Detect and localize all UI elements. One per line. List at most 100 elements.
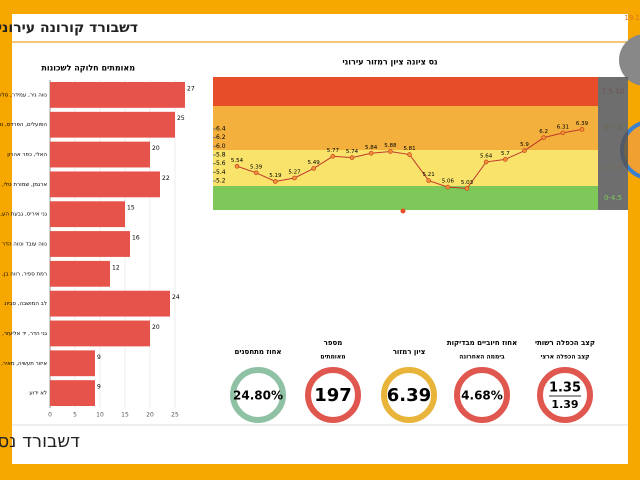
point [311,166,316,171]
kpi-value: 1.35 [549,381,581,396]
kpi-value: 4.68% [461,389,503,403]
data-label: 5.81 [403,146,415,152]
point [368,150,374,156]
data-label: 24 [172,294,180,301]
data-label: 12 [112,264,120,271]
kpi-label: אחוז מתחסנים [234,348,281,356]
data-label: 5.74 [346,149,359,155]
x-tick-label: 0 [48,412,52,419]
title: דשבורד קורונה עירוני [0,20,138,36]
y-tick-label: לב המושבה, סביונ [4,300,47,307]
data-label: 6.2 [539,129,548,135]
data-label: 5.88 [384,143,397,149]
data-label: 9 [97,384,101,391]
kpi-label: ציון רמזור [393,348,426,356]
bar [50,141,150,168]
kpi-value: 197 [314,385,352,406]
point [560,130,566,136]
kpi-label: אחוז חיוביים מבדיקות [447,339,517,347]
band [213,186,598,210]
bar [50,171,160,198]
kpi-ring [381,367,437,423]
kpi-value: 1.39 [551,398,578,411]
bar [50,260,110,287]
bar [50,320,150,347]
y-tick-label: האלי, כפר אהרון [7,151,47,158]
y-tick-label: 6.2 [216,134,226,141]
point [483,159,489,165]
chart-title: נס ציונה ציון רמזור עירוני [342,58,437,67]
data-label: 5.7 [501,151,510,157]
y-tick-label: 5.2 [216,178,226,185]
band-legend [598,77,628,210]
y-tick-label: 5.8 [216,152,226,159]
x-tick-label: 25 [171,412,179,419]
y-tick-label: ארגמן, שמורת טלי, ההדרים [0,181,47,188]
data-label: 16 [132,235,140,242]
x-tick-label: 20 [146,412,154,419]
point [426,178,431,183]
y-tick-label: נווה גיר, עמידר, סלע, שיכון אחרוני [0,91,47,98]
band [213,106,598,150]
point [388,149,393,154]
point [234,163,240,169]
data-label: 5.03 [461,180,474,186]
kpi-label: מספר [324,339,343,347]
footer-title: דשבורד נס [0,431,80,452]
data-label: 5.21 [423,172,435,178]
data-label: 6.39 [576,121,589,127]
point [464,186,470,191]
kpi-ring [305,367,361,423]
bar [50,231,130,257]
x-tick-label: 10 [96,412,104,419]
bar [50,201,125,228]
bar [50,350,95,377]
y-tick-label: 5.6 [216,160,226,167]
data-label: 9 [97,354,101,361]
bar [50,111,175,138]
data-label: 5.06 [442,179,455,185]
kpi-ring [537,367,593,423]
bar [50,380,95,406]
point [522,148,527,153]
y-tick-label: 6.0 [216,143,226,150]
point [407,152,412,157]
y-tick-label: 5.4 [216,169,226,176]
kpi-sublabel: קצב הכפלה ארצי [540,354,589,361]
y-tick-label: רמת ספיר, רווה בן, כרמים [0,271,47,277]
point [503,157,508,162]
date: 19.1 [624,14,640,22]
data-label: 5.64 [480,153,493,159]
point [445,184,451,190]
y-tick-label: לא ידוע [29,390,47,397]
data-label: 6.31 [557,124,569,130]
bar [50,82,185,108]
y-tick-label: נווה עובד ונווה הדר [2,242,47,248]
band [213,150,598,186]
point [579,127,585,132]
point [292,175,297,181]
band-label: 0-4.5 [604,194,622,202]
y-tick-label: הפועלים, הפרדס, נוף [0,121,47,128]
data-label: 5.19 [269,173,282,179]
y-tick-label: איזור תעשיה, מאיר, ציונה, בית הגם [0,361,47,367]
kpi-sublabel: ביממה האחרונה [459,354,505,361]
data-label: 5.9 [520,142,529,148]
point [330,154,336,159]
data-label: 5.49 [308,160,321,166]
kpi-value: 24.80% [233,389,283,403]
data-label: 5.84 [365,145,378,151]
side-widget [619,34,640,86]
point [541,135,546,140]
y-tick-label: 6.4 [216,125,226,132]
data-label: 15 [127,205,135,212]
data-label: 25 [177,115,185,122]
x-tick-label: 5 [73,412,77,419]
kpi-ring [454,367,510,423]
point [273,179,278,184]
data-label: 5.77 [327,148,340,154]
chart-title: מאומתים חלוקה לשכונות [41,64,135,73]
kpi-sublabel: מאומתים [320,354,345,361]
bar [50,290,170,317]
